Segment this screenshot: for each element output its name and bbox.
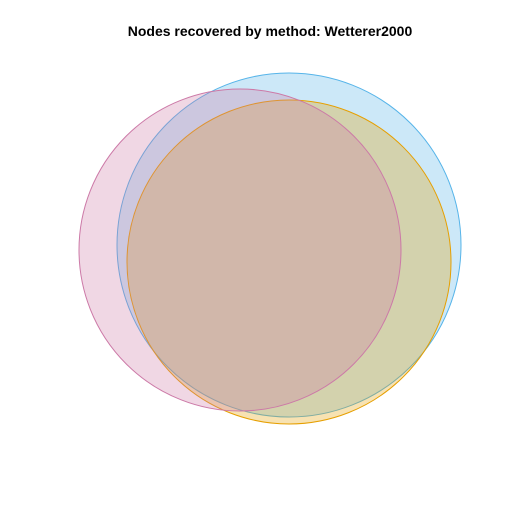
chart-title: Nodes recovered by method: Wetterer2000 — [128, 23, 413, 39]
venn-circle-blue — [116, 72, 462, 418]
venn-circle-pink — [78, 88, 402, 412]
venn-circles — [78, 72, 462, 425]
venn-circle-orange — [126, 99, 452, 425]
